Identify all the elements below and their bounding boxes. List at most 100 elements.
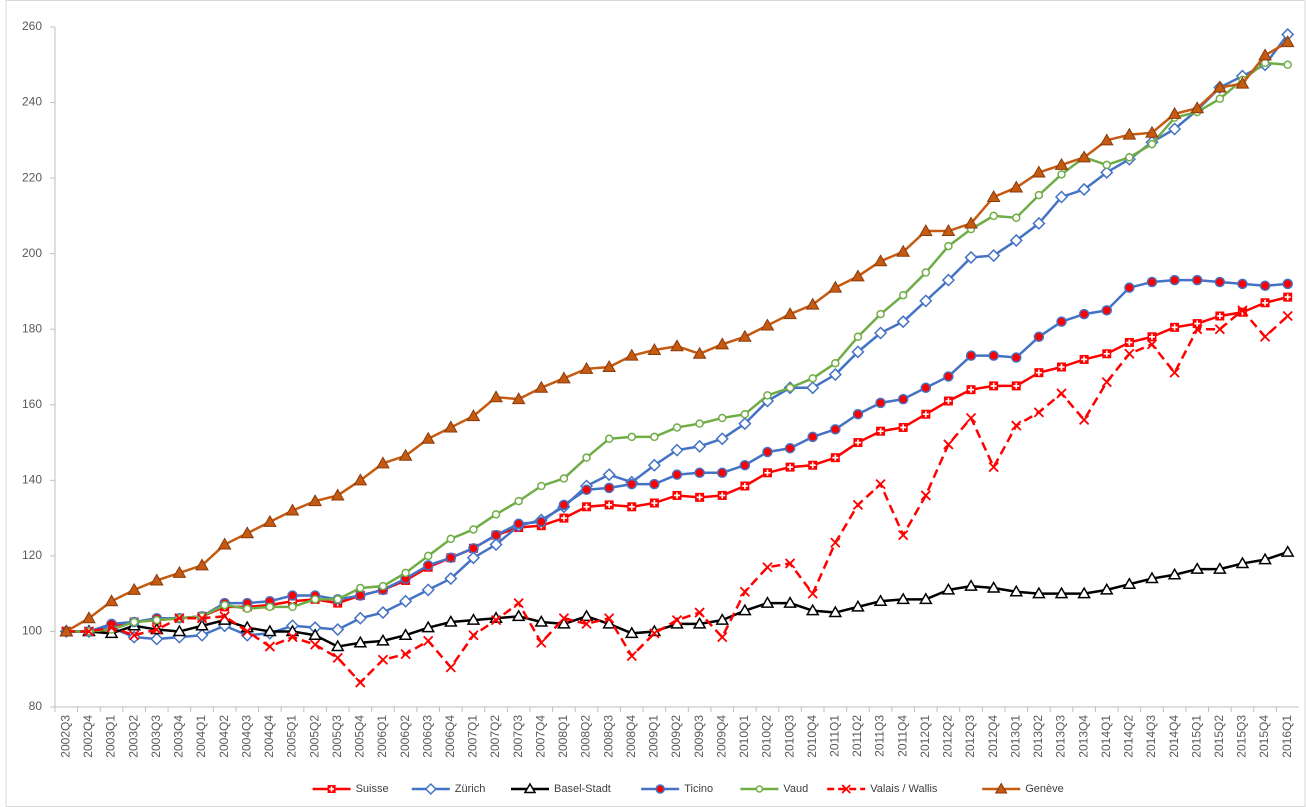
marker bbox=[1032, 216, 1046, 231]
marker bbox=[898, 422, 908, 432]
marker bbox=[762, 446, 773, 458]
marker-plus bbox=[1284, 294, 1291, 301]
marker bbox=[1212, 80, 1227, 93]
marker bbox=[841, 784, 851, 794]
marker bbox=[737, 329, 752, 342]
x-tick-label: 2006Q3 bbox=[420, 715, 434, 758]
legend-label: Suisse bbox=[356, 783, 389, 795]
marker bbox=[1078, 308, 1090, 320]
marker bbox=[649, 478, 660, 490]
marker bbox=[896, 315, 910, 329]
marker bbox=[964, 216, 978, 229]
marker bbox=[692, 616, 707, 629]
x-tick-label: 2007Q1 bbox=[466, 715, 480, 758]
marker bbox=[808, 374, 817, 383]
marker bbox=[1011, 352, 1022, 363]
marker bbox=[672, 423, 682, 432]
marker bbox=[1056, 316, 1067, 327]
marker bbox=[1034, 190, 1044, 200]
marker bbox=[1169, 274, 1180, 286]
marker bbox=[1077, 150, 1091, 163]
marker bbox=[1260, 58, 1270, 68]
marker-plus bbox=[1171, 324, 1178, 331]
marker bbox=[986, 581, 1001, 593]
marker bbox=[805, 297, 820, 310]
x-tick-label: 2011Q1 bbox=[827, 715, 841, 757]
marker-plus bbox=[1262, 299, 1269, 306]
marker bbox=[581, 484, 592, 496]
marker bbox=[172, 565, 187, 578]
marker bbox=[1102, 349, 1112, 359]
marker bbox=[558, 499, 570, 511]
marker bbox=[716, 467, 728, 479]
marker bbox=[627, 502, 637, 512]
marker bbox=[489, 537, 503, 552]
marker-plus bbox=[1013, 382, 1020, 389]
marker bbox=[1099, 582, 1114, 595]
marker bbox=[876, 426, 886, 436]
marker bbox=[602, 468, 616, 482]
marker bbox=[557, 371, 571, 384]
x-tick-label: 2011Q4 bbox=[895, 715, 909, 757]
x-tick-label: 2003Q1 bbox=[104, 715, 118, 758]
marker bbox=[739, 459, 751, 471]
legend-label: Basel-Stadt bbox=[554, 783, 611, 795]
marker bbox=[469, 525, 478, 534]
marker bbox=[174, 613, 185, 624]
marker bbox=[376, 605, 390, 620]
marker bbox=[513, 518, 524, 530]
marker bbox=[873, 254, 888, 267]
marker bbox=[151, 624, 162, 635]
marker bbox=[523, 782, 537, 794]
marker bbox=[1258, 48, 1272, 61]
marker bbox=[785, 462, 795, 472]
marker-plus bbox=[628, 503, 635, 510]
x-tick-label: 2009Q4 bbox=[714, 715, 728, 758]
y-tick-label: 200 bbox=[22, 246, 42, 260]
marker bbox=[920, 490, 931, 501]
marker-plus bbox=[877, 428, 884, 435]
marker bbox=[1057, 170, 1066, 179]
marker bbox=[445, 552, 457, 564]
marker bbox=[152, 615, 162, 625]
x-tick-label: 2012Q2 bbox=[941, 715, 955, 758]
marker bbox=[1192, 319, 1202, 329]
marker bbox=[400, 648, 411, 660]
marker bbox=[355, 590, 366, 601]
x-tick-label: 2004Q4 bbox=[262, 715, 276, 758]
marker bbox=[401, 568, 410, 578]
x-tick-label: 2013Q3 bbox=[1054, 715, 1068, 758]
marker bbox=[582, 502, 592, 512]
marker bbox=[1258, 552, 1272, 565]
marker bbox=[1032, 165, 1046, 178]
marker bbox=[875, 478, 886, 490]
marker bbox=[82, 611, 96, 624]
x-tick-label: 2002Q3 bbox=[58, 715, 72, 758]
x-tick-label: 2007Q4 bbox=[533, 715, 547, 758]
marker bbox=[896, 244, 911, 257]
marker bbox=[1213, 562, 1227, 574]
chart-frame bbox=[5, 0, 1306, 807]
marker bbox=[695, 419, 704, 428]
x-tick-label: 2002Q4 bbox=[81, 715, 95, 758]
marker bbox=[805, 603, 820, 616]
marker bbox=[1146, 276, 1158, 288]
x-tick-label: 2007Q3 bbox=[511, 715, 525, 758]
marker bbox=[965, 350, 977, 361]
marker bbox=[647, 342, 662, 355]
marker bbox=[1280, 35, 1295, 48]
marker bbox=[649, 628, 660, 639]
marker bbox=[852, 408, 864, 420]
marker bbox=[1167, 567, 1182, 580]
legend-label: Vaud bbox=[783, 783, 808, 795]
marker bbox=[1057, 362, 1067, 372]
marker bbox=[1145, 125, 1159, 138]
marker bbox=[738, 603, 752, 616]
marker bbox=[263, 514, 277, 527]
marker bbox=[807, 431, 818, 443]
marker bbox=[490, 529, 502, 541]
marker bbox=[830, 537, 841, 548]
marker-plus bbox=[1035, 369, 1042, 376]
x-tick-label: 2012Q4 bbox=[986, 715, 1000, 758]
marker bbox=[1146, 339, 1158, 350]
